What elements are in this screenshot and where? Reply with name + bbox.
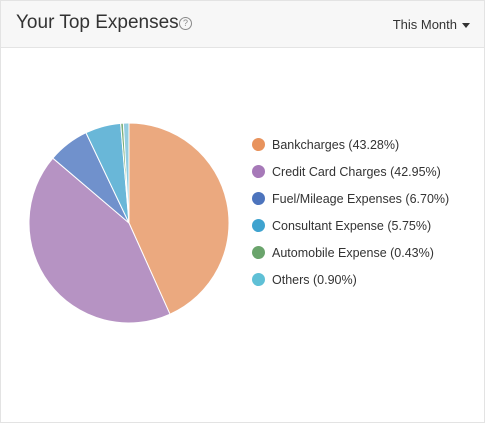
legend-swatch: [252, 138, 265, 151]
period-dropdown-label: This Month: [392, 17, 457, 32]
legend-label: Automobile Expense (0.43%): [272, 245, 434, 260]
legend-item-fuel-mileage-expenses[interactable]: Fuel/Mileage Expenses (6.70%): [252, 185, 449, 212]
legend-item-automobile-expense[interactable]: Automobile Expense (0.43%): [252, 239, 449, 266]
legend-label: Consultant Expense (5.75%): [272, 218, 432, 233]
pie-slice-bankcharges[interactable]: [128, 122, 230, 315]
legend-swatch: [252, 192, 265, 205]
legend-item-credit-card-charges[interactable]: Credit Card Charges (42.95%): [252, 158, 449, 185]
card-title: Your Top Expenses: [16, 12, 179, 33]
legend-label: Fuel/Mileage Expenses (6.70%): [272, 191, 450, 206]
legend-item-consultant-expense[interactable]: Consultant Expense (5.75%): [252, 212, 449, 239]
legend-swatch: [252, 219, 265, 232]
legend-label: Others (0.90%): [272, 272, 357, 287]
period-dropdown[interactable]: This Month: [393, 17, 470, 32]
chart-legend: Bankcharges (43.28%) Credit Card Charges …: [252, 131, 449, 293]
legend-label: Credit Card Charges (42.95%): [272, 164, 441, 179]
legend-swatch: [252, 246, 265, 259]
legend-swatch: [252, 273, 265, 286]
card-header: Your Top Expenses ? This Month: [1, 1, 484, 48]
legend-label: Bankcharges (43.28%): [272, 137, 400, 152]
legend-swatch: [252, 165, 265, 178]
caret-down-icon: [462, 23, 470, 29]
pie-slice-others[interactable]: [122, 122, 130, 224]
expenses-pie-chart: [28, 122, 230, 324]
help-icon[interactable]: ?: [179, 17, 192, 30]
pie-slice-credit-card-charges[interactable]: [28, 157, 171, 324]
pie-slices: [28, 122, 230, 324]
legend-item-bankcharges[interactable]: Bankcharges (43.28%): [252, 131, 449, 158]
legend-item-others[interactable]: Others (0.90%): [252, 266, 449, 293]
